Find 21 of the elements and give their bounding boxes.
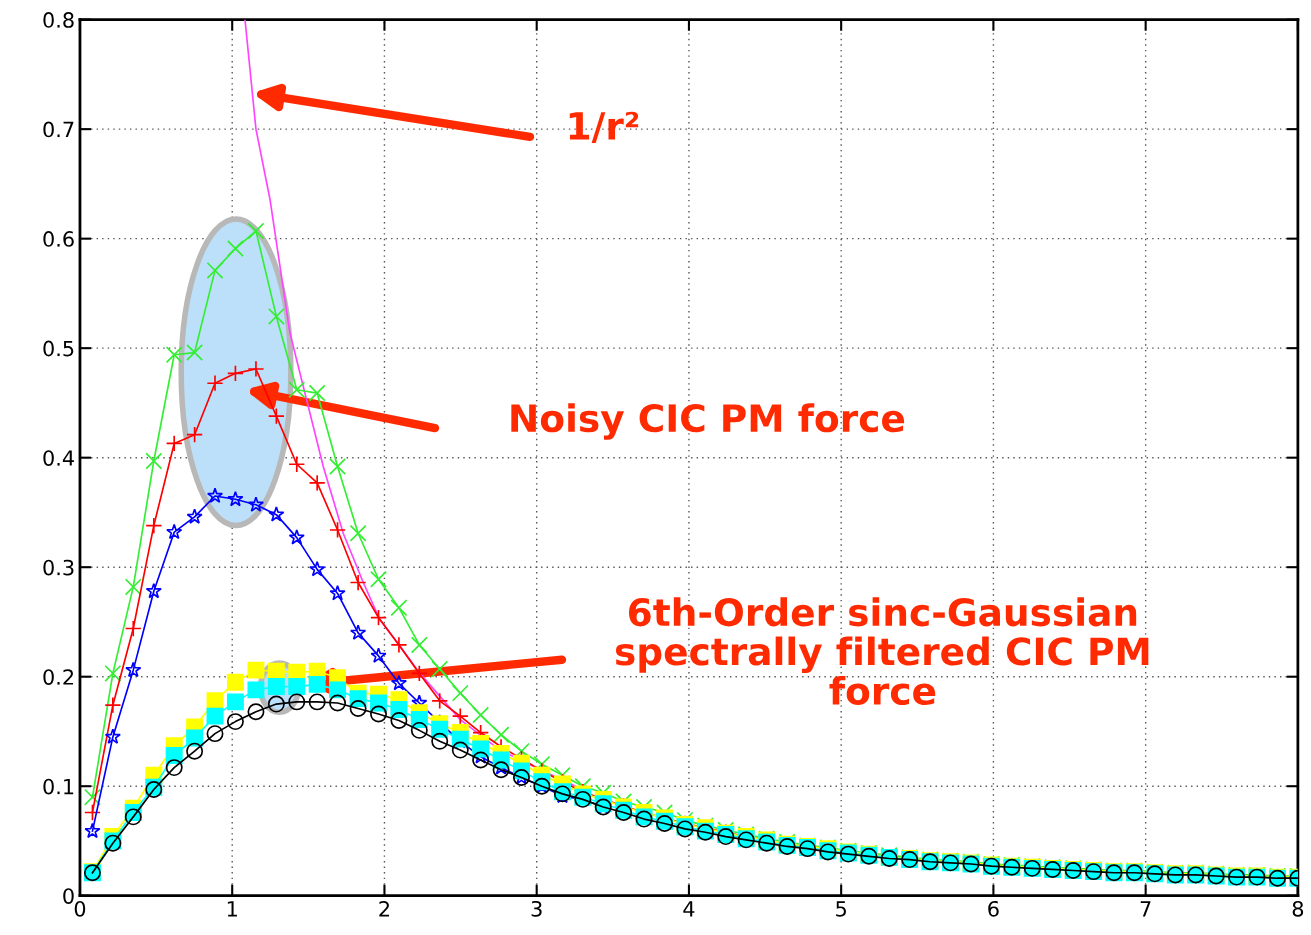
annotation: 6th-Order sinc-Gaussian spectrally filtered CIC PM force [615,597,1149,705]
x-tick-label: 8 [1292,900,1304,917]
y-tick-label: 0.6 [43,231,74,247]
x-tick-label: 0 [74,900,86,917]
x-tick-label: 3 [531,900,542,917]
x-tick-label: 4 [683,901,695,917]
y-tick-label: 0 [63,888,74,904]
y-tick-label: 0.3 [43,559,74,576]
y-tick-label: 0.4 [43,450,74,466]
y-tick-label: 0.7 [43,121,74,138]
x-tick-label: 1 [227,901,237,917]
y-tick-label: 0.2 [43,669,74,685]
x-tick-label: 5 [836,901,846,917]
y-tick-label: 0.8 [43,12,74,28]
y-tick-label: 0.5 [43,340,74,357]
annotation: Noisy CIC PM force [511,403,905,440]
x-tick-label: 6 [988,900,999,917]
y-tick-label: 0.1 [43,778,74,795]
annotation: 1/r² [569,111,639,143]
x-tick-label: 2 [379,900,389,917]
x-tick-label: 7 [1140,901,1151,917]
